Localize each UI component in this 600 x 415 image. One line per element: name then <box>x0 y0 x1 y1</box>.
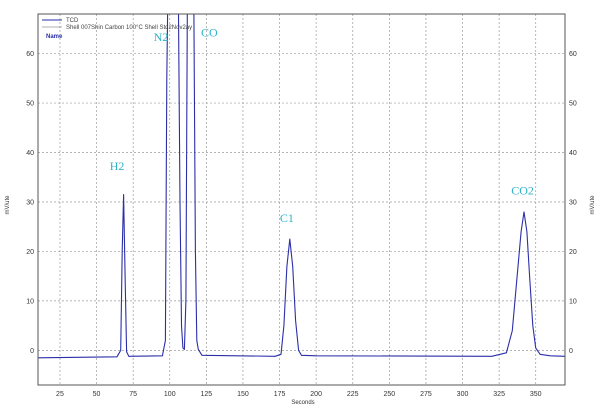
x-tick-label: 325 <box>493 391 505 398</box>
x-tick-label: 100 <box>164 391 176 398</box>
peak-label-h2: H2 <box>110 159 125 173</box>
x-tick-label: 125 <box>201 391 213 398</box>
y2-tick-label: 10 <box>569 298 577 305</box>
y2-tick-label: 50 <box>569 101 577 108</box>
x-tick-label: 225 <box>347 391 359 398</box>
legend-note: Name <box>46 34 63 40</box>
y2-tick-label: 60 <box>569 51 577 58</box>
series-line-tcd <box>37 13 566 359</box>
y-tick-label: 40 <box>26 150 34 157</box>
x-tick-label: 275 <box>420 391 432 398</box>
grid <box>38 14 565 385</box>
y2-axis-title: mV/ute <box>590 195 596 215</box>
peak-annotations: H2 N2 CO C1 CO2 <box>110 25 534 225</box>
x-tick-label: 350 <box>530 391 542 398</box>
x-tick-label: 50 <box>93 391 101 398</box>
y2-tick-label: 20 <box>569 249 577 256</box>
x-tick-label: 300 <box>457 391 469 398</box>
peak-label-n2: N2 <box>154 30 169 44</box>
x-axis-title: Seconds <box>291 400 314 406</box>
legend-entry-tcd: TCD <box>66 18 79 24</box>
y-tick-label: 60 <box>26 51 34 58</box>
y-tick-label: 20 <box>26 249 34 256</box>
tick-labels: 25 50 75 100 125 150 175 200 225 250 275 300 325 3500… <box>26 51 577 398</box>
peak-label-co: CO <box>201 25 218 39</box>
x-tick-label: 200 <box>310 391 322 398</box>
x-tick-label: 250 <box>383 391 395 398</box>
peak-label-c1: C1 <box>280 211 294 225</box>
x-tick-label: 25 <box>56 391 64 398</box>
y2-tick-label: 40 <box>569 150 577 157</box>
plot-frame <box>37 13 566 386</box>
x-tick-label: 150 <box>237 391 249 398</box>
y-axis-title: mV/ute <box>5 195 11 215</box>
y-tick-label: 50 <box>26 101 34 108</box>
y-tick-label: 10 <box>26 298 34 305</box>
peak-label-co2: CO2 <box>511 184 534 198</box>
y-tick-label: 0 <box>30 348 34 355</box>
series-layer <box>37 13 566 359</box>
y2-tick-label: 0 <box>569 348 573 355</box>
legend: TCD Shell 007Shin Carbon 100°C Shell Std… <box>42 18 192 40</box>
legend-entry-std: Shell 007Shin Carbon 100°C Shell Std2Nov… <box>66 25 192 31</box>
x-tick-label: 75 <box>129 391 137 398</box>
x-tick-label: 175 <box>274 391 286 398</box>
y2-tick-label: 30 <box>569 199 577 206</box>
y-tick-label: 30 <box>26 199 34 206</box>
